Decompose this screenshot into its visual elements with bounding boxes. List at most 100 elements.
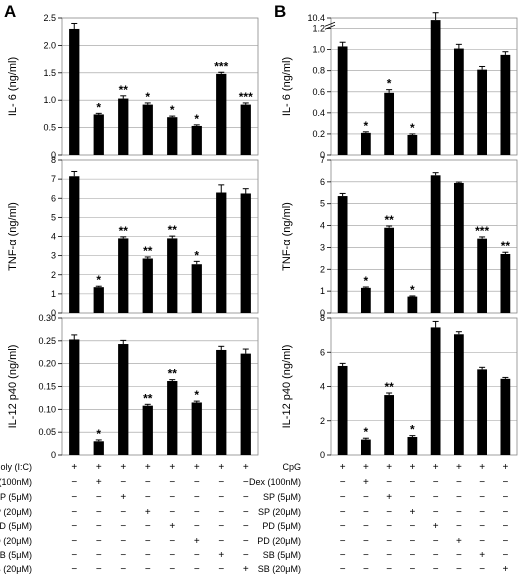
y-tick-label: 2: [320, 264, 325, 274]
condition-sign: −: [433, 550, 439, 561]
condition-sign: −: [120, 564, 126, 575]
condition-sign: −: [386, 507, 392, 518]
significance-label: **: [501, 239, 511, 253]
condition-sign: +: [340, 462, 346, 473]
condition-sign: +: [169, 521, 175, 532]
y-tick-label: 0.10: [38, 404, 56, 414]
condition-sign: −: [169, 492, 175, 503]
condition-sign: −: [386, 477, 392, 488]
condition-sign: −: [363, 536, 369, 547]
significance-label: **: [119, 224, 129, 238]
condition-sign: −: [218, 521, 224, 532]
condition-sign: −: [145, 492, 151, 503]
panel-letter: A: [4, 2, 16, 21]
condition-sign: −: [386, 536, 392, 547]
y-tick-label: 1.0: [43, 95, 56, 105]
y-tick-label: 0: [51, 150, 56, 160]
condition-label: SB (5μM): [263, 550, 301, 560]
condition-sign: +: [71, 462, 77, 473]
condition-sign: −: [456, 564, 462, 575]
y-tick-label: 10.4: [307, 13, 325, 23]
bar: [93, 441, 104, 455]
bar: [407, 437, 418, 455]
condition-sign: −: [433, 492, 439, 503]
condition-sign: −: [218, 536, 224, 547]
y-tick-label: 0: [320, 308, 325, 318]
bar: [384, 395, 395, 455]
condition-sign: −: [363, 521, 369, 532]
significance-label: *: [96, 100, 101, 114]
y-tick-label: 0.2: [312, 129, 325, 139]
condition-sign: −: [145, 564, 151, 575]
condition-sign: −: [71, 564, 77, 575]
condition-sign: −: [169, 550, 175, 561]
significance-label: **: [143, 391, 153, 405]
plot-frame: [330, 159, 518, 314]
condition-sign: +: [96, 462, 102, 473]
y-tick-label: 1: [320, 286, 325, 296]
condition-sign: −: [120, 536, 126, 547]
y-tick-label: 0.05: [38, 427, 56, 437]
significance-label: *: [96, 273, 101, 287]
y-tick-label: 0: [320, 450, 325, 460]
y-axis-label: TNF-α (ng/ml): [7, 202, 19, 271]
significance-label: *: [410, 423, 415, 437]
significance-label: *: [364, 274, 369, 288]
condition-sign: −: [386, 521, 392, 532]
significance-label: **: [143, 244, 153, 258]
bar: [240, 104, 251, 155]
condition-sign: +: [433, 462, 439, 473]
condition-sign: −: [120, 550, 126, 561]
significance-label: **: [168, 223, 178, 237]
condition-label: SP (20μM): [0, 507, 32, 517]
y-tick-label: 6: [51, 193, 56, 203]
y-tick-label: 3: [320, 242, 325, 252]
condition-sign: −: [218, 492, 224, 503]
bar: [453, 182, 464, 313]
condition-sign: −: [243, 536, 249, 547]
bar: [240, 353, 251, 455]
condition-sign: −: [456, 492, 462, 503]
condition-sign: +: [218, 550, 224, 561]
condition-sign: −: [169, 536, 175, 547]
condition-sign: +: [96, 477, 102, 488]
y-tick-label: 0.6: [312, 87, 325, 97]
bar: [360, 287, 371, 313]
condition-sign: −: [340, 521, 346, 532]
condition-sign: −: [96, 507, 102, 518]
condition-sign: +: [386, 462, 392, 473]
condition-sign: −: [502, 536, 508, 547]
bar: [477, 238, 488, 313]
condition-sign: +: [363, 462, 369, 473]
condition-sign: −: [169, 564, 175, 575]
condition-sign: −: [409, 550, 415, 561]
condition-sign: −: [340, 536, 346, 547]
condition-sign: −: [243, 550, 249, 561]
axis-break-mark: [324, 21, 336, 27]
condition-sign: −: [145, 521, 151, 532]
condition-sign: −: [169, 477, 175, 488]
condition-sign: +: [433, 521, 439, 532]
significance-label: **: [384, 380, 394, 394]
bar: [360, 439, 371, 455]
condition-sign: −: [96, 536, 102, 547]
condition-sign: −: [479, 477, 485, 488]
condition-sign: −: [479, 536, 485, 547]
y-tick-label: 5: [51, 212, 56, 222]
significance-label: **: [168, 367, 178, 381]
condition-sign: −: [96, 492, 102, 503]
y-tick-label: 3: [51, 251, 56, 261]
bar: [142, 104, 153, 155]
condition-label: PD (5μM): [0, 521, 32, 531]
y-axis-label: IL-12 p40 (ng/ml): [7, 345, 19, 429]
condition-sign: −: [71, 550, 77, 561]
bar: [216, 73, 227, 155]
bar: [93, 114, 104, 155]
y-tick-label: 4: [320, 382, 325, 392]
condition-sign: −: [243, 521, 249, 532]
axis-break-mark: [324, 24, 336, 30]
condition-sign: −: [194, 477, 200, 488]
condition-label: SP (5μM): [0, 492, 32, 502]
y-tick-label: 2.0: [43, 40, 56, 50]
condition-sign: −: [243, 492, 249, 503]
